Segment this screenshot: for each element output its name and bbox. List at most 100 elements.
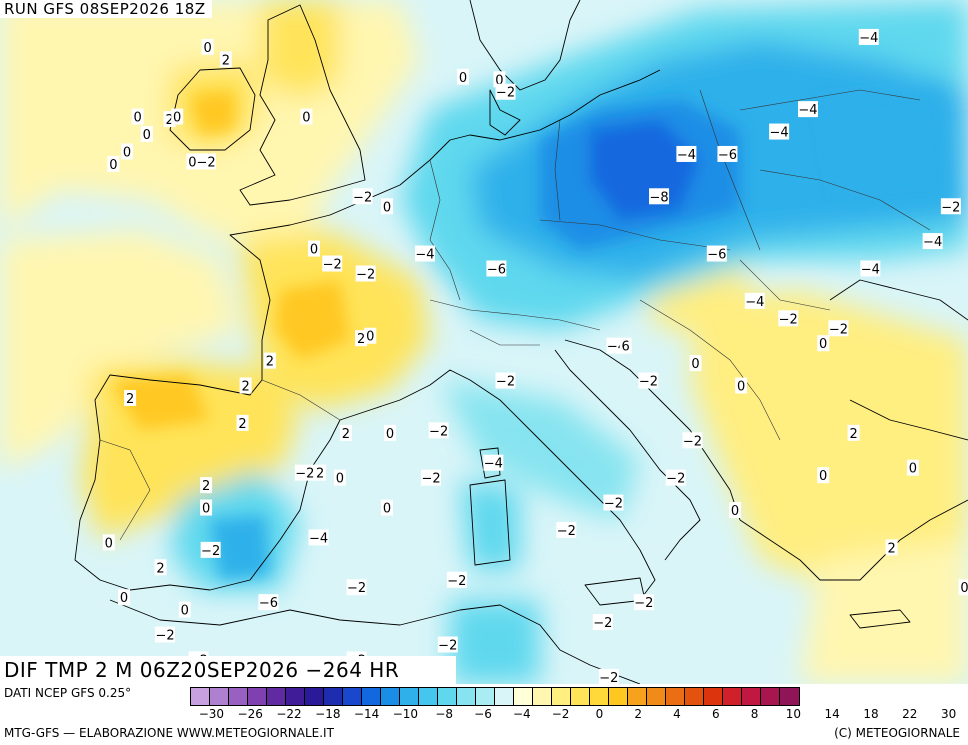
isotherm-label-text: −2 [447,574,466,589]
isotherm-label-box [735,377,748,394]
color-scale-tick-label: 18 [863,707,879,721]
isotherm-label-text: −2 [196,155,215,170]
color-scale-tick-label: −18 [315,707,341,721]
coast-adriatic [554,349,701,561]
color-scale-swatch [419,688,438,705]
border-ukraine [759,169,931,231]
isotherm-label-text: 0 [909,462,917,477]
isotherm-label: −2 [155,626,176,644]
isotherm-label: 0 [906,459,919,477]
isotherm-label-box [333,469,346,486]
color-scale-tick-label: 6 [711,707,720,721]
libya-cool-area [450,600,540,684]
isotherm-label-box [633,594,654,611]
isotherm-label-text: 0 [302,111,310,126]
russia-cold-patch [820,90,950,210]
border-alps [429,299,601,331]
isotherm-label-box [428,422,449,439]
isotherm-label-text: −2 [496,86,515,101]
isotherm-label-text: −2 [201,544,220,559]
isotherm-label-box [364,327,377,344]
isotherm-label: −2 [421,469,442,487]
isotherm-label-text: −4 [923,235,942,250]
isotherm-label-box [682,432,703,449]
sardinia-cool-area [460,480,520,570]
isotherm-label: −8 [649,188,670,205]
isotherm-label-box [219,51,232,68]
isotherm-label: −2 [355,265,376,282]
data-source-note: DATI NCEP GFS 0.25° [4,686,132,700]
isotherm-label-box [308,529,329,546]
isotherm-label: −4 [922,233,943,250]
isotherm-label-text: −4 [770,126,789,141]
isotherm-label-box [294,464,315,481]
isotherm-label-text: −4 [415,248,434,263]
color-scale-swatch [324,688,343,705]
color-scale-swatch [286,688,305,705]
isotherm-label-text: 0 [383,200,391,215]
color-scale-swatch [571,688,590,705]
color-scale-swatch [495,688,514,705]
isotherm-label-text: −2 [429,424,448,439]
isotherm-label: 2 [314,464,327,482]
color-scale-tick-label: −6 [474,707,492,721]
isotherm-label-text: 0 [143,128,151,143]
isotherm-label-text: 0 [383,502,391,517]
isotherm-label: −2 [200,541,221,559]
isotherm-label-box [352,188,373,205]
isotherm-label-box [124,389,137,406]
isotherm-label: 0 [958,579,968,596]
isotherm-label-box [847,424,860,441]
isotherm-label: −4 [798,101,818,118]
isotherm-label-text: 0 [188,155,196,170]
color-scale-swatch [210,688,229,705]
isotherm-label-text: 0 [459,71,467,86]
isotherm-label-box [706,245,727,262]
isotherm-label: 2 [355,330,368,347]
isotherm-label-text: −2 [666,472,685,487]
isotherm-label-box [102,534,115,551]
field-title: DIF TMP 2 M 06Z20SEP2026 −264 HR [0,656,456,684]
isotherm-label: 0 [118,589,130,606]
isotherm-label-text: 0 [819,337,827,352]
coast-great-britain [239,4,366,206]
isotherm-label-text: 0 [123,145,131,160]
isotherm-label-box [817,335,830,352]
isotherm-label: 2 [154,559,167,576]
border-russia [739,89,921,111]
isotherm-label-box [906,459,919,476]
color-scale-swatch [381,688,400,705]
isotherm-label-text: 2 [342,427,350,442]
coastlines [74,0,968,685]
color-scale-tick-label: −30 [198,707,225,721]
isotherm-label: 2 [124,389,137,407]
color-scale-swatch [514,688,533,705]
isotherm-label: −2 [638,372,659,390]
isotherm-label-box [676,145,697,162]
isotherm-label-box [118,589,130,606]
isotherm-label: 0 [121,143,134,160]
isotherm-label-box [665,469,686,486]
isotherm-label: −2 [665,469,686,487]
isotherm-label-box [495,372,516,389]
isotherm-label-text: 2 [316,467,324,482]
isotherm-label: 0 [186,153,199,170]
isotherm-label-text: −4 [309,531,328,546]
isotherm-label-text: 2 [887,541,895,556]
isotherm-label-text: −2 [593,616,612,631]
isotherm-label: 0 [380,198,393,215]
color-scale-swatch [248,688,267,705]
color-scale-tick-label: 10 [785,707,802,721]
isotherm-label-text: −6 [487,263,506,278]
isotherm-label-box [196,153,217,170]
coast-north-europe [364,69,661,201]
spain-cold-spot [210,515,270,580]
isotherm-label-box [922,233,943,250]
isotherm-label: 0 [493,71,506,88]
isotherm-label: −6 [258,594,279,611]
isotherm-label: −2 [633,594,654,611]
isotherm-label: −4 [483,454,504,472]
color-scale-tick-label: 14 [824,707,840,721]
isotherm-label-text: 0 [819,469,827,484]
